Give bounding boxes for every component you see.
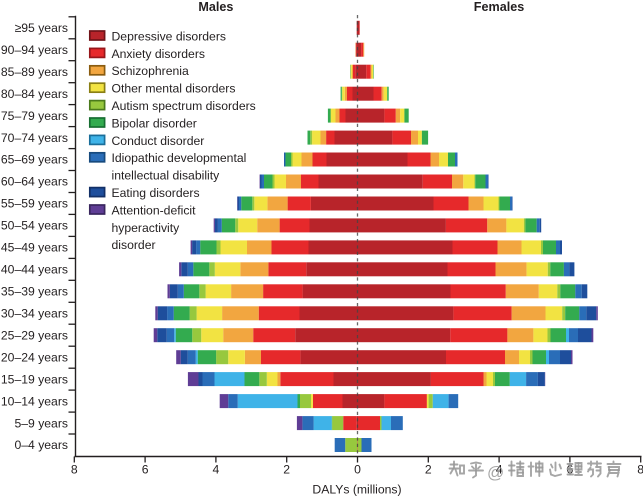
svg-text:Schizophrenia: Schizophrenia [112, 64, 189, 78]
svg-text:50–54 years: 50–54 years [1, 219, 68, 233]
svg-text:intellectual disability: intellectual disability [112, 169, 221, 183]
svg-text:25–29 years: 25–29 years [1, 328, 68, 342]
svg-text:35–39 years: 35–39 years [1, 285, 68, 299]
svg-text:DALYs (millions): DALYs (millions) [312, 483, 401, 497]
svg-text:Autism spectrum disorders: Autism spectrum disorders [112, 99, 256, 113]
svg-text:30–34 years: 30–34 years [1, 307, 68, 321]
svg-text:45–49 years: 45–49 years [1, 241, 68, 255]
svg-text:Anxiety disorders: Anxiety disorders [112, 47, 205, 61]
svg-text:4: 4 [213, 463, 220, 477]
svg-text:Conduct disorder: Conduct disorder [112, 134, 205, 148]
svg-text:0–4 years: 0–4 years [14, 438, 68, 452]
svg-text:Depressive disorders: Depressive disorders [112, 29, 226, 43]
svg-text:5–9 years: 5–9 years [14, 416, 68, 430]
svg-text:@: @ [487, 463, 504, 482]
svg-text:15–19 years: 15–19 years [1, 372, 68, 386]
svg-text:disorder: disorder [112, 238, 156, 252]
svg-text:Other mental disorders: Other mental disorders [112, 82, 236, 96]
svg-text:85–89 years: 85–89 years [1, 65, 68, 79]
svg-text:Attention-deficit: Attention-deficit [112, 203, 197, 217]
svg-text:Males: Males [198, 0, 233, 14]
svg-text:Females: Females [474, 0, 524, 14]
svg-text:8: 8 [637, 463, 643, 477]
svg-text:2: 2 [283, 463, 290, 477]
svg-text:0: 0 [354, 463, 361, 477]
svg-text:Bipolar disorder: Bipolar disorder [112, 116, 197, 130]
svg-text:Eating disorders: Eating disorders [112, 186, 200, 200]
svg-text:10–14 years: 10–14 years [1, 394, 68, 408]
svg-text:4: 4 [496, 463, 503, 477]
svg-text:90–94 years: 90–94 years [1, 43, 68, 57]
svg-text:70–74 years: 70–74 years [1, 131, 68, 145]
svg-text:20–24 years: 20–24 years [1, 350, 68, 364]
svg-text:hyperactivity: hyperactivity [112, 221, 181, 235]
svg-text:65–69 years: 65–69 years [1, 153, 68, 167]
svg-text:8: 8 [71, 463, 78, 477]
svg-text:40–44 years: 40–44 years [1, 263, 68, 277]
svg-text:60–64 years: 60–64 years [1, 175, 68, 189]
svg-text:Idiopathic developmental: Idiopathic developmental [112, 151, 247, 165]
svg-text:55–59 years: 55–59 years [1, 197, 68, 211]
svg-text:80–84 years: 80–84 years [1, 87, 68, 101]
svg-text:75–79 years: 75–79 years [1, 109, 68, 123]
svg-text:6: 6 [142, 463, 149, 477]
svg-text:≥95 years: ≥95 years [15, 21, 68, 35]
svg-text:2: 2 [425, 463, 432, 477]
